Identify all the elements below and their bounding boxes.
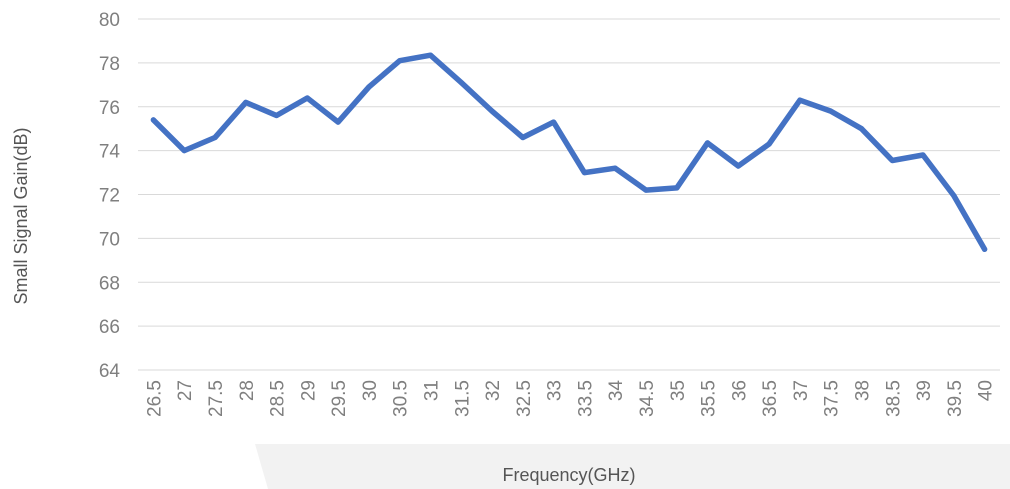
x-axis-title: Frequency(GHz) (502, 465, 635, 485)
data-point (243, 99, 249, 105)
y-tick-label: 68 (99, 273, 120, 294)
x-tick-label: 36.5 (760, 380, 781, 417)
x-tick-label: 29 (298, 380, 319, 401)
data-point (643, 187, 649, 193)
data-point (274, 113, 280, 119)
data-point (889, 157, 895, 163)
x-tick-label: 26.5 (144, 380, 165, 417)
data-point (551, 119, 557, 125)
x-tick-label: 27 (175, 380, 196, 401)
x-tick-label: 31.5 (452, 380, 473, 417)
x-tick-label: 28 (237, 380, 258, 401)
x-tick-label: 38.5 (883, 380, 904, 417)
x-axis-ticks: 26.5 27 27.5 28 28.5 29 29.5 30 30.5 31 31.5 32 32.5… (144, 380, 996, 417)
series-line-0 (150, 52, 988, 253)
data-point (427, 52, 433, 58)
x-tick-label: 28.5 (268, 380, 289, 417)
data-point (735, 163, 741, 169)
x-tick-label: 40 (976, 380, 997, 401)
data-point (335, 119, 341, 125)
data-point (458, 80, 464, 86)
series-layer (150, 52, 988, 253)
xlabel-backdrop (255, 444, 1010, 489)
x-tick-label: 37.5 (822, 380, 843, 417)
x-tick-label: 33.5 (575, 380, 596, 417)
y-axis-ticks: 64 66 68 70 72 74 76 78 80 (99, 10, 121, 382)
x-tick-label: 37 (791, 380, 812, 401)
x-tick-label: 32 (483, 380, 504, 401)
y-axis-title: Small Signal Gain(dB) (11, 127, 31, 304)
x-tick-label: 38 (852, 380, 873, 401)
y-tick-label: 78 (99, 54, 120, 75)
x-tick-label: 31 (421, 380, 442, 401)
x-tick-label: 39.5 (945, 380, 966, 417)
x-tick-label: 30.5 (391, 380, 412, 417)
y-tick-label: 80 (99, 10, 120, 31)
x-tick-label: 34 (606, 380, 627, 402)
x-tick-label: 33 (545, 380, 566, 401)
gridlines (138, 18, 1000, 371)
x-tick-label: 35.5 (699, 380, 720, 417)
x-tick-label: 30 (360, 380, 381, 401)
y-tick-label: 70 (99, 229, 120, 250)
data-point (581, 170, 587, 176)
x-tick-label: 27.5 (206, 380, 227, 417)
x-tick-label: 39 (914, 380, 935, 401)
data-point (397, 58, 403, 64)
data-point (181, 148, 187, 154)
data-point (212, 134, 218, 140)
x-tick-label: 29.5 (329, 380, 350, 417)
data-point (612, 165, 618, 171)
y-tick-label: 74 (99, 142, 121, 163)
y-tick-label: 76 (99, 98, 120, 119)
x-tick-label: 35 (668, 380, 689, 401)
data-point (674, 185, 680, 191)
data-point (797, 97, 803, 103)
data-point (705, 140, 711, 146)
data-point (828, 108, 834, 114)
data-point (982, 246, 988, 252)
data-point (150, 117, 156, 123)
data-point (766, 141, 772, 147)
data-point (858, 126, 864, 132)
data-point (920, 152, 926, 158)
y-tick-label: 64 (99, 361, 121, 382)
data-point (951, 193, 957, 199)
x-tick-label: 36 (729, 380, 750, 401)
data-point (489, 108, 495, 114)
data-point (366, 84, 372, 90)
y-tick-label: 72 (99, 186, 120, 207)
x-tick-label: 32.5 (514, 380, 535, 417)
x-tick-label: 34.5 (637, 380, 658, 417)
data-point (520, 134, 526, 140)
data-point (304, 95, 310, 101)
y-tick-label: 66 (99, 317, 120, 338)
